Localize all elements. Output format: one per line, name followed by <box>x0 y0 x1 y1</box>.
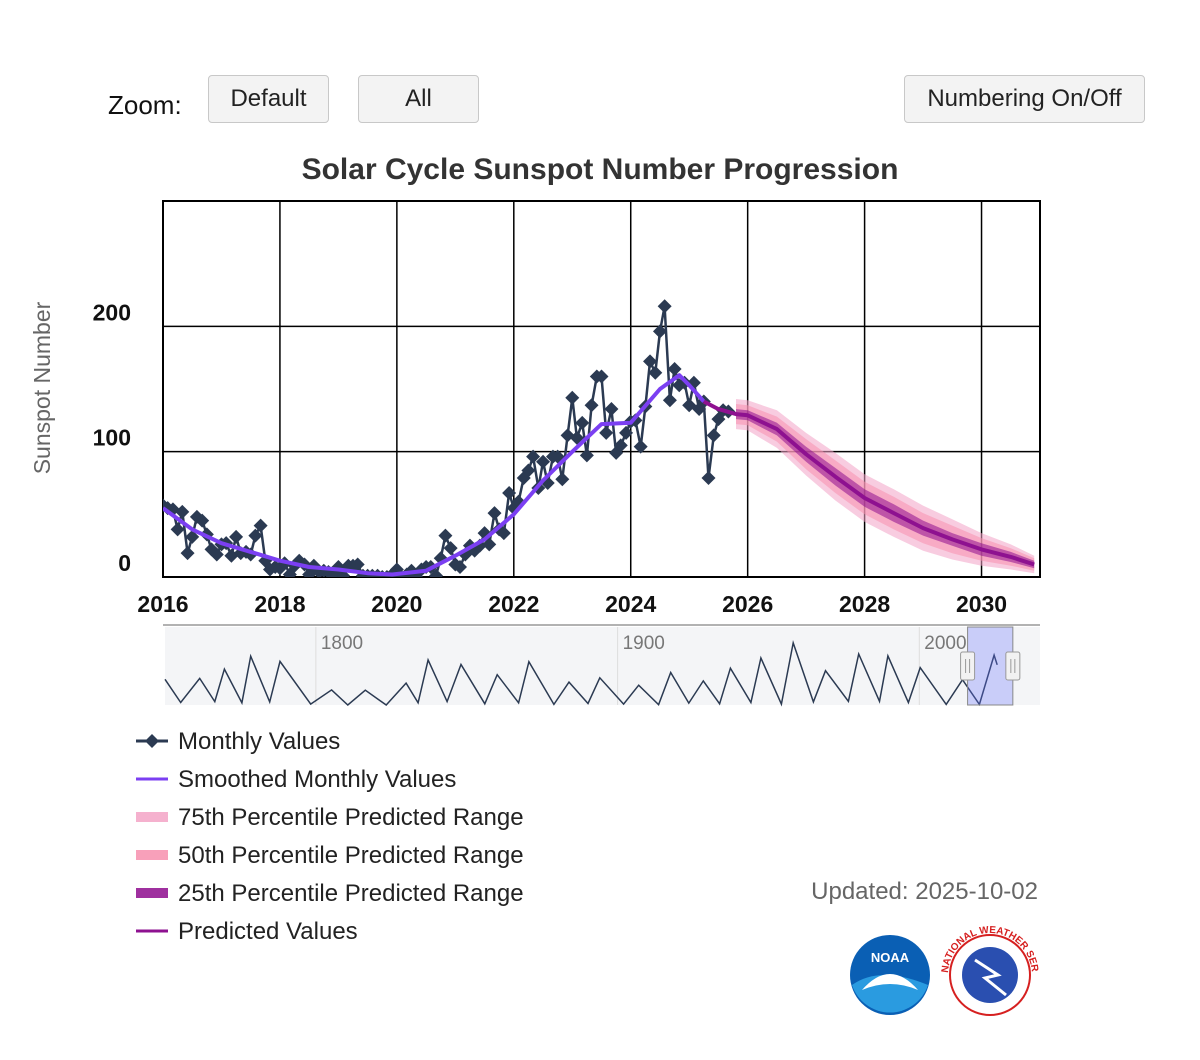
monthly-marker <box>643 354 658 369</box>
legend-label: Monthly Values <box>178 728 340 755</box>
x-tick-label: 2026 <box>722 591 773 617</box>
navigator-tick-label: 2000 <box>924 633 966 654</box>
x-tick-label: 2016 <box>137 591 188 617</box>
legend-label: 25th Percentile Predicted Range <box>178 880 524 907</box>
x-tick-label: 2022 <box>488 591 539 617</box>
monthly-marker <box>657 299 672 314</box>
navigator-handle[interactable] <box>1005 651 1021 681</box>
noaa-logo-text: NOAA <box>871 950 910 965</box>
monthly-marker <box>652 324 667 339</box>
monthly-marker <box>209 547 224 562</box>
legend-label: Predicted Values <box>178 918 358 945</box>
legend-label: 75th Percentile Predicted Range <box>178 804 524 831</box>
legend-swatch <box>136 888 168 898</box>
monthly-marker <box>438 528 453 543</box>
nws-logo-center <box>962 947 1018 1003</box>
y-tick-label: 100 <box>93 425 131 451</box>
monthly-marker <box>667 361 682 376</box>
monthly-marker <box>336 568 351 577</box>
navigator-tick-label: 1800 <box>321 633 363 654</box>
monthly-marker <box>521 463 536 478</box>
x-tick-label: 2030 <box>956 591 1007 617</box>
navigator-tick-label: 1900 <box>623 633 665 654</box>
x-tick-label: 2024 <box>605 591 656 617</box>
predicted-range-band <box>736 404 1035 571</box>
monthly-marker <box>555 472 570 487</box>
y-tick-label: 200 <box>93 299 131 325</box>
legend-label: Smoothed Monthly Values <box>178 766 456 793</box>
monthly-marker <box>180 546 195 561</box>
chart-title: Solar Cycle Sunspot Number Progression <box>302 153 899 186</box>
navigator-selection <box>967 626 1014 706</box>
navigator-handle[interactable] <box>960 651 976 681</box>
monthly-marker <box>579 448 594 463</box>
monthly-marker <box>565 390 580 405</box>
monthly-marker <box>633 439 648 454</box>
monthly-marker <box>526 449 541 464</box>
monthly-marker <box>619 425 634 440</box>
nws-logo-bolt <box>974 958 1007 997</box>
monthly-marker <box>326 566 341 577</box>
legend-label: 50th Percentile Predicted Range <box>178 842 524 869</box>
monthly-marker <box>185 529 200 544</box>
monthly-marker <box>706 428 721 443</box>
navigator-background <box>165 627 1040 705</box>
monthly-marker <box>604 402 619 417</box>
monthly-marker <box>253 518 268 533</box>
monthly-marker <box>195 513 210 528</box>
zoom-label: Zoom: <box>108 90 182 120</box>
monthly-marker <box>599 425 614 440</box>
monthly-marker <box>575 415 590 430</box>
series-line <box>163 373 706 577</box>
monthly-marker <box>584 398 599 413</box>
monthly-marker <box>175 504 190 519</box>
series-line <box>702 399 1035 567</box>
navigator-line <box>164 639 998 707</box>
plot-area <box>163 299 1035 577</box>
monthly-marker <box>248 528 263 543</box>
legend-marker <box>145 734 159 748</box>
monthly-marker <box>701 470 716 485</box>
monthly-marker <box>496 526 511 541</box>
noaa-logo-bird <box>862 974 918 990</box>
monthly-marker <box>487 506 502 521</box>
zoom-default-button[interactable]: Default <box>208 75 329 123</box>
legend-swatch <box>136 850 168 860</box>
monthly-marker <box>502 486 517 501</box>
monthly-marker <box>443 541 458 556</box>
y-tick-label: 0 <box>118 550 131 576</box>
monthly-marker <box>662 393 677 408</box>
plot-border <box>162 200 1041 578</box>
updated-date: Updated: 2025-10-02 <box>811 878 1038 905</box>
monthly-marker <box>594 369 609 384</box>
monthly-marker <box>350 557 365 572</box>
monthly-marker <box>170 522 185 537</box>
x-tick-label: 2020 <box>371 591 422 617</box>
y-axis-label: Sunspot Number <box>29 301 55 474</box>
monthly-marker <box>613 438 628 453</box>
monthly-marker <box>453 559 468 574</box>
zoom-all-button[interactable]: All <box>358 75 479 123</box>
numbering-toggle-button[interactable]: Numbering On/Off <box>904 75 1145 123</box>
monthly-marker <box>229 529 244 544</box>
legend-swatch <box>136 812 168 822</box>
monthly-marker <box>429 568 444 577</box>
monthly-marker <box>302 567 317 577</box>
x-tick-label: 2028 <box>839 591 890 617</box>
monthly-marker <box>536 454 551 469</box>
monthly-marker <box>648 365 663 380</box>
monthly-marker <box>282 567 297 577</box>
noaa-logo: NOAA <box>850 935 930 1015</box>
x-tick-label: 2018 <box>254 591 305 617</box>
